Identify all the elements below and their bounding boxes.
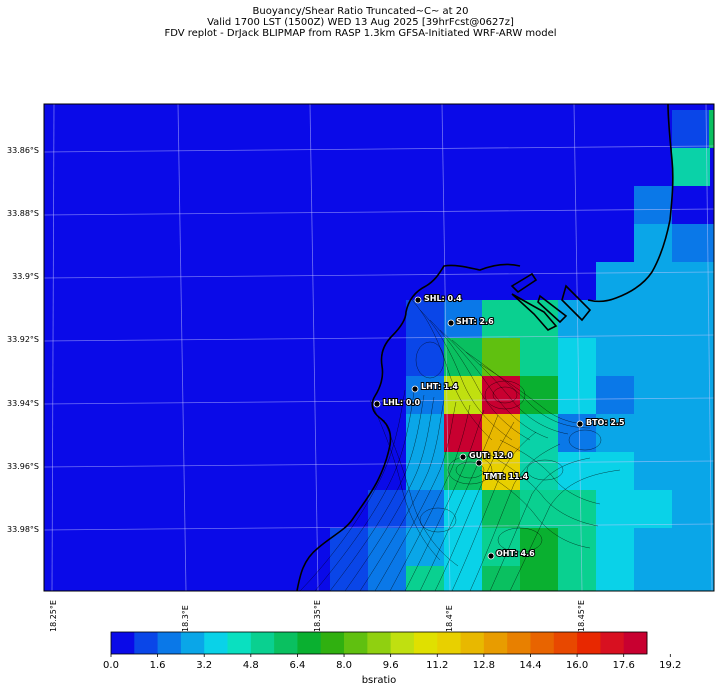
latitude-label: 33.98°S [7,525,39,534]
latitude-labels: 33.86°S 33.88°S 33.9°S 33.92°S 33.94°S 33.96°… [7,146,39,534]
colorbar-tick-label: 12.8 [473,660,495,671]
colorbar-tick-label: 17.6 [613,660,635,671]
latitude-label: 33.94°S [7,399,39,408]
colorbar-swatch [600,632,625,654]
latitude-label: 33.88°S [7,209,39,218]
field-cells [330,110,714,591]
colorbar-swatch [134,632,159,654]
colorbar-tick-label: 9.6 [383,660,399,671]
longitude-label: 18.3°E [181,605,190,632]
chart-title-line-1: Buoyancy/Shear Ratio Truncated~C~ at 20 [252,6,469,17]
latitude-label: 33.86°S [7,146,39,155]
colorbar-tick-label: 19.2 [659,660,681,671]
site-marker[interactable] [414,296,422,304]
colorbar-tick-label: 1.6 [150,660,166,671]
colorbar-tick-label: 11.2 [426,660,448,671]
site-label: TMT: 11.4 [484,472,529,481]
colorbar-frame [110,631,648,655]
site-label: OHT: 4.6 [496,549,535,558]
colorbar-swatch [204,632,228,654]
colorbar-swatch [297,632,322,654]
latitude-label: 33.9°S [12,272,39,281]
colorbar-swatch [227,632,252,654]
map-frame [43,103,715,592]
site-marker[interactable] [373,400,381,408]
colorbar-swatch [460,632,485,654]
latitude-label: 33.96°S [7,462,39,471]
site-marker[interactable] [447,319,455,327]
colorbar-tick-label: 0.0 [103,660,119,671]
site-marker[interactable] [475,459,483,467]
longitude-label: 18.45°E [577,600,586,632]
colorbar-swatch [111,632,135,654]
colorbar-swatch [390,632,415,654]
colorbar-tick-label: 14.4 [519,660,541,671]
colorbar: 0.0 1.6 3.2 4.8 6.4 8.0 9.6 11.2 12.8 14.4 16.0 17.… [103,631,681,686]
colorbar-swatch [157,632,182,654]
site-marker[interactable] [576,420,584,428]
colorbar-tick-label: 6.4 [289,660,305,671]
chart-title-line-2: Valid 1700 LST (1500Z) WED 13 Aug 2025 [… [207,17,514,28]
colorbar-swatch [577,632,601,654]
colorbar-swatch [507,632,531,654]
colorbar-swatch [250,632,275,654]
site-marker[interactable] [487,552,495,560]
coastline [296,104,674,591]
latitude-label: 33.92°S [7,335,39,344]
site-label: BTO: 2.5 [586,418,625,427]
site-marker[interactable] [411,385,419,393]
colorbar-swatch [274,632,298,654]
colorbar-swatch [367,632,392,654]
site-label: SHL: 0.4 [424,294,462,303]
colorbar-swatch [413,632,438,654]
colorbar-swatch [180,632,205,654]
colorbar-swatch [437,632,461,654]
colorbar-tick-label: 8.0 [336,660,352,671]
longitude-label: 18.4°E [445,605,454,632]
longitude-label: 18.25°E [49,600,58,632]
colorbar-tick-label: 4.8 [243,660,259,671]
site-label: LHL: 0.0 [383,398,420,407]
site-label: SHT: 2.6 [456,317,494,326]
colorbar-swatch [320,632,345,654]
colorbar-swatch [483,632,508,654]
colorbar-swatch [623,632,648,654]
graticule [44,104,714,591]
colorbar-title: bsratio [362,675,397,686]
terrain-contours [299,299,621,591]
longitude-label: 18.35°E [313,600,322,632]
chart-title-line-3: FDV replot - DrJack BLIPMAP from RASP 1.… [164,28,557,39]
colorbar-tick-label: 16.0 [566,660,588,671]
colorbar-tick-label: 3.2 [196,660,212,671]
site-label: GUT: 12.0 [469,451,513,460]
colorbar-swatch [530,632,555,654]
colorbar-swatch [553,632,578,654]
site-marker[interactable] [459,453,467,461]
site-label: LHT: 1.4 [421,382,458,391]
colorbar-swatch [344,632,368,654]
longitude-labels: 18.25°E 18.3°E 18.35°E 18.4°E 18.45°E [49,600,586,632]
